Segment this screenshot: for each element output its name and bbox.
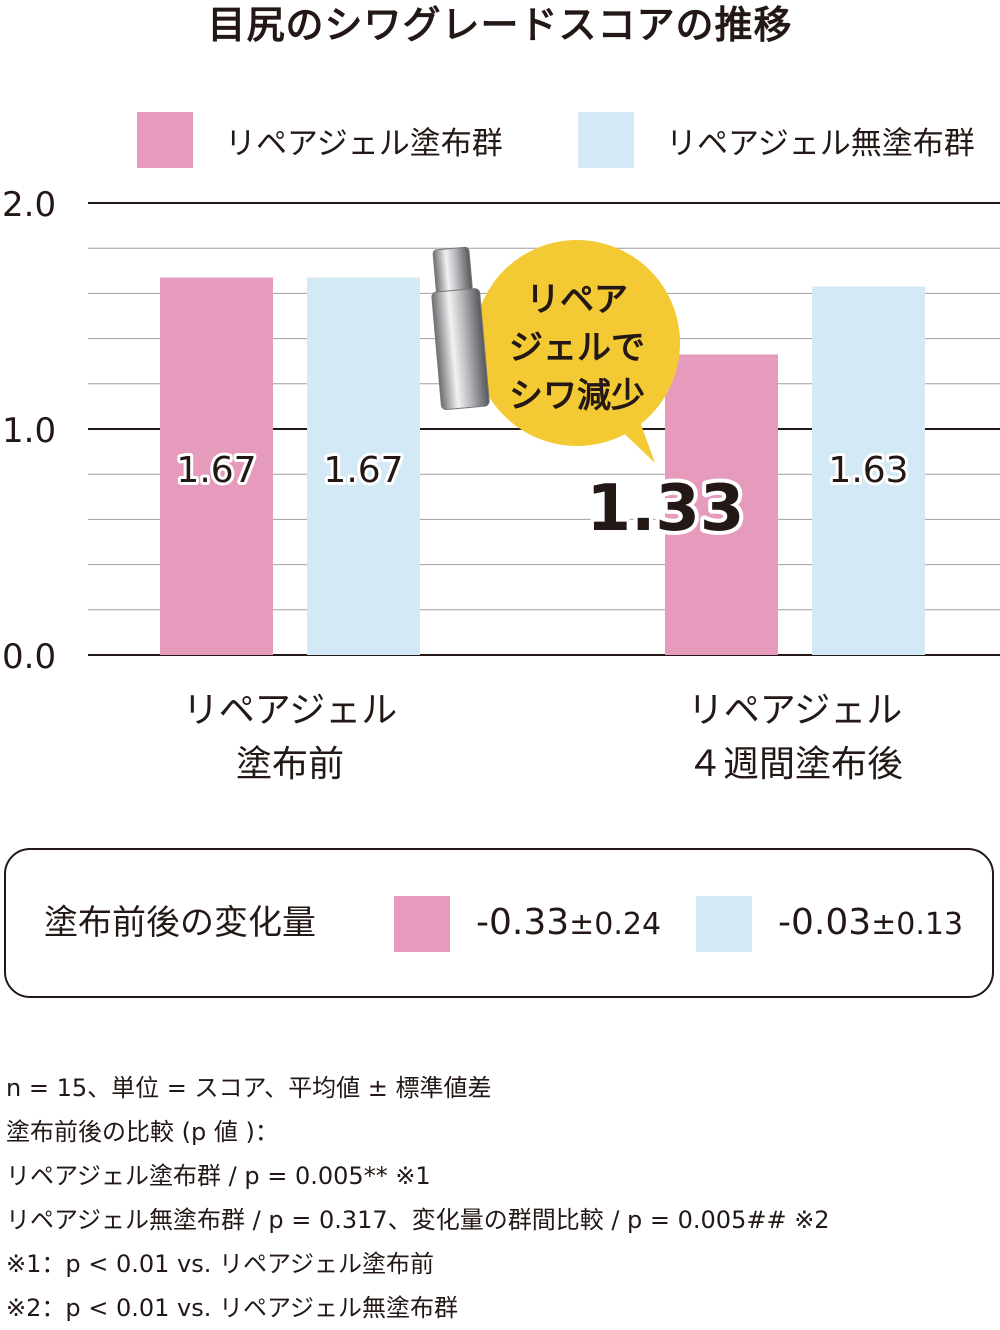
y-tick-label: 1.0 — [2, 411, 56, 451]
y-tick-label: 2.0 — [2, 185, 56, 225]
change-summary-box: 塗布前後の変化量 -0.33±0.24 -0.03±0.13 — [4, 848, 994, 998]
callout-text: シワ減少 — [509, 376, 645, 416]
legend-label-applied: リペアジェル塗布群 — [225, 125, 503, 162]
change-applied-mean: -0.33 — [476, 902, 570, 943]
data-label: 1.67 — [176, 450, 256, 491]
chart-title: 目尻のシワグレードスコアの推移 — [207, 3, 793, 47]
change-swatch-not-applied — [696, 896, 752, 952]
bottle-body — [431, 288, 490, 411]
bottle-cap — [432, 246, 473, 295]
x-category-label: ４週間塗布後 — [687, 744, 903, 785]
legend-swatch-not-applied — [578, 112, 634, 168]
change-not-applied-mean: -0.03 — [778, 902, 872, 943]
bar-chart: 0.01.02.01.671.331.67 1.63リペアジェル塗布前リペアジェル… — [2, 185, 1000, 785]
x-category-label: リペアジェル — [688, 690, 903, 731]
footnotes: n = 15、単位 = スコア、平均値 ± 標準値差 塗布前後の比較 (p 値 … — [6, 1066, 830, 1330]
legend-item-not-applied: リペアジェル無塗布群 — [578, 112, 975, 168]
x-category-label: 塗布前 — [236, 744, 344, 785]
data-label: 1.63 — [828, 450, 908, 491]
change-not-applied-sd: ±0.13 — [871, 907, 964, 942]
change-applied-sd: ±0.24 — [569, 907, 662, 942]
legend-label-not-applied: リペアジェル無塗布群 — [666, 125, 975, 162]
change-title: 塗布前後の変化量 — [44, 903, 316, 943]
x-category-label: リペアジェル — [183, 690, 398, 731]
data-label: 1.33 — [587, 472, 745, 546]
bar-not-applied-1 — [812, 286, 925, 655]
bar-applied-0 — [160, 277, 273, 655]
legend-swatch-applied — [137, 112, 193, 168]
footnote-line: リペアジェル無塗布群 / p = 0.317、変化量の群間比較 / p = 0.… — [6, 1206, 830, 1234]
footnote-line: ※2：p < 0.01 vs. リペアジェル無塗布群 — [6, 1294, 459, 1322]
legend-item-applied: リペアジェル塗布群 — [137, 112, 503, 168]
callout-text: リペア — [526, 280, 628, 320]
change-value-not-applied: -0.03±0.13 — [778, 900, 963, 952]
callout-circle — [474, 240, 680, 446]
footnote-line: リペアジェル塗布群 / p = 0.005** ※1 — [6, 1162, 431, 1190]
change-swatch-applied — [394, 896, 450, 952]
footnote-line: ※1：p < 0.01 vs. リペアジェル塗布前 — [6, 1250, 435, 1278]
serum-bottle-icon — [431, 246, 490, 411]
data-label: 1.67 — [323, 450, 403, 491]
callout-text: ジェルで — [509, 328, 645, 368]
change-value-applied: -0.33±0.24 — [476, 900, 661, 952]
y-tick-label: 0.0 — [2, 637, 56, 677]
bar-applied-1 — [665, 354, 778, 655]
footnote-line: n = 15、単位 = スコア、平均値 ± 標準値差 — [6, 1074, 492, 1102]
footnote-line: 塗布前後の比較 (p 値 )： — [6, 1118, 279, 1146]
bar-not-applied-0 — [307, 277, 420, 655]
